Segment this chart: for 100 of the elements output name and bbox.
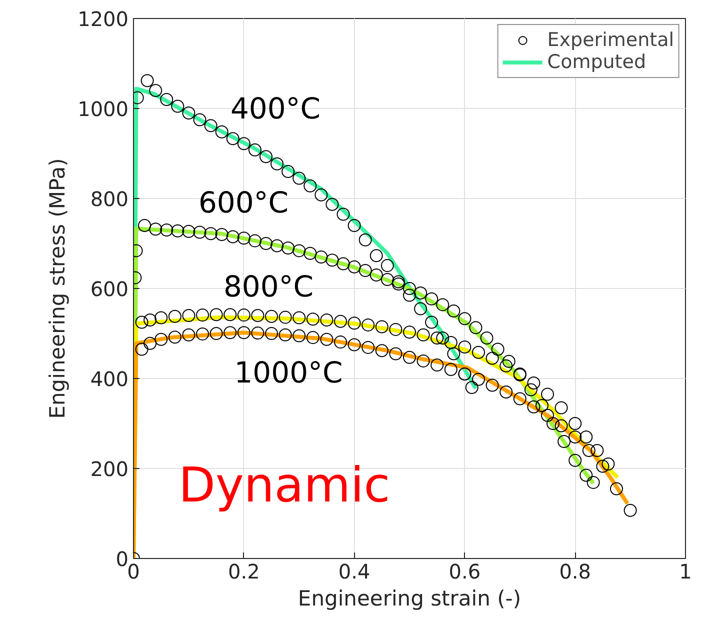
- point: [436, 332, 450, 344]
- point: [430, 332, 444, 344]
- point: [237, 308, 250, 322]
- point: [358, 264, 372, 277]
- point: [265, 310, 278, 323]
- point: [193, 226, 206, 239]
- point: [160, 93, 174, 106]
- point: [138, 219, 152, 232]
- y-tick-label: 1200: [78, 7, 129, 31]
- point: [306, 331, 320, 344]
- point: [444, 336, 458, 349]
- x-axis-title: Engineering strain (-): [298, 586, 522, 610]
- point: [326, 198, 339, 211]
- x-tick-label: 0.6: [448, 560, 481, 584]
- point: [149, 222, 162, 236]
- point: [554, 401, 568, 414]
- point: [160, 224, 174, 236]
- point: [568, 430, 582, 444]
- point: [182, 224, 196, 238]
- point: [425, 316, 438, 329]
- point: [554, 419, 568, 432]
- y-axis-title: Engineering stress (MPa): [46, 158, 70, 419]
- point: [358, 233, 372, 246]
- point: [144, 336, 157, 350]
- point: [546, 417, 560, 430]
- point: [270, 239, 284, 252]
- point: [306, 312, 320, 326]
- point: [204, 227, 218, 240]
- point: [304, 179, 317, 192]
- y-tick-label: 800: [90, 187, 129, 211]
- point: [403, 288, 416, 302]
- point: [348, 260, 361, 274]
- point: [447, 347, 460, 360]
- point: [265, 327, 278, 340]
- point: [392, 275, 405, 288]
- point: [430, 358, 444, 372]
- annotation: 600°C: [198, 186, 289, 220]
- point: [304, 246, 317, 260]
- point: [348, 338, 361, 352]
- x-tick-label: 1: [679, 560, 692, 584]
- point: [334, 314, 347, 328]
- point: [403, 350, 416, 364]
- point: [500, 386, 513, 398]
- y-tick-label: 400: [90, 367, 129, 391]
- point: [314, 188, 328, 202]
- point: [380, 259, 394, 272]
- point: [171, 100, 184, 113]
- point: [465, 381, 478, 394]
- legend-label: Experimental: [547, 29, 674, 51]
- point: [135, 342, 148, 356]
- point: [334, 336, 347, 349]
- point: [416, 328, 430, 342]
- point: [491, 342, 504, 356]
- point: [486, 378, 499, 392]
- point: [590, 444, 604, 457]
- annotation: 1000°C: [234, 356, 343, 390]
- y-tick-label: 200: [90, 457, 129, 481]
- point: [458, 340, 472, 354]
- point: [237, 326, 250, 340]
- x-tick-label: 0.8: [559, 560, 592, 584]
- point: [259, 150, 272, 164]
- legend-label: Computed: [547, 51, 646, 73]
- point: [362, 340, 375, 354]
- point: [486, 352, 499, 365]
- x-tick-label: 0.2: [228, 560, 260, 584]
- point: [193, 113, 206, 126]
- point: [251, 309, 264, 322]
- point: [380, 273, 394, 286]
- point: [348, 219, 361, 232]
- point: [610, 482, 623, 496]
- point: [447, 304, 460, 318]
- point: [403, 326, 416, 339]
- point: [210, 308, 223, 322]
- point: [292, 172, 306, 185]
- point: [403, 282, 416, 295]
- point: [251, 326, 264, 340]
- point: [524, 383, 538, 396]
- point: [326, 254, 339, 267]
- y-tick-label: 600: [90, 277, 129, 301]
- point: [370, 249, 383, 262]
- point: [336, 208, 350, 221]
- point: [472, 346, 485, 359]
- point: [362, 318, 375, 332]
- point: [375, 320, 388, 334]
- point: [204, 119, 218, 132]
- point: [582, 444, 596, 457]
- point: [215, 228, 228, 241]
- point: [568, 417, 582, 430]
- point: [140, 74, 154, 88]
- y-tick-label: 1000: [78, 97, 129, 121]
- point: [527, 400, 540, 414]
- point: [292, 311, 306, 324]
- point: [237, 232, 250, 245]
- point: [237, 137, 250, 150]
- point: [480, 332, 494, 344]
- point: [182, 106, 196, 120]
- point: [568, 454, 582, 467]
- point: [444, 363, 458, 376]
- point: [389, 322, 402, 336]
- point: [392, 278, 405, 290]
